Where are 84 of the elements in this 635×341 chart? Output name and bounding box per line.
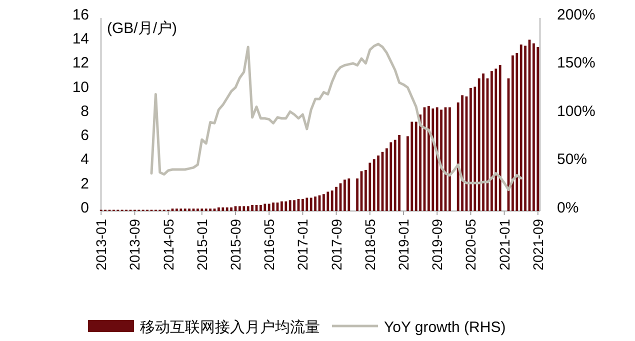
bar <box>222 207 224 211</box>
bar <box>293 200 296 211</box>
bar <box>432 108 434 211</box>
y-axis-title: (GB/月/户) <box>107 20 177 37</box>
line-series <box>150 42 522 192</box>
bar <box>280 201 283 211</box>
bar <box>461 95 464 211</box>
legend-label: YoY growth (RHS) <box>384 319 506 336</box>
y-tick-label: 16 <box>72 6 89 24</box>
x-tick-label: 2020-05 <box>462 218 479 270</box>
x-tick-label: 2019-09 <box>429 218 446 270</box>
bar <box>264 204 266 211</box>
y-tick-label: 8 <box>80 102 89 120</box>
bar <box>218 207 220 211</box>
bar <box>226 207 228 211</box>
y-tick-label: 12 <box>72 54 89 72</box>
bar <box>288 200 292 211</box>
bar <box>242 206 246 211</box>
bar <box>428 106 430 211</box>
x-tick-label: 2021-09 <box>530 218 546 270</box>
x-tick-label: 2017-09 <box>328 218 344 270</box>
bar <box>410 122 414 211</box>
y2-tick-label: 200% <box>557 6 596 24</box>
bar <box>419 114 422 211</box>
bar <box>440 110 442 211</box>
bar <box>326 192 330 211</box>
x-tick-label: 2017-01 <box>294 218 311 270</box>
bar <box>436 107 438 211</box>
bar <box>246 206 250 211</box>
bar <box>251 204 254 211</box>
x-tick-label: 2021-01 <box>496 218 512 270</box>
bar <box>516 52 518 211</box>
bar <box>322 194 325 211</box>
x-tick-label: 2018-05 <box>362 218 378 270</box>
bar <box>260 204 262 211</box>
bar <box>494 68 498 211</box>
x-tick-label: 2016-05 <box>261 218 278 270</box>
y2-tick-label: 0% <box>557 199 579 216</box>
y2-tick-label: 100% <box>557 102 596 120</box>
x-tick-label: 2015-01 <box>194 218 210 270</box>
bar <box>498 65 502 211</box>
legend-label: 移动互联网接入月户均流量 <box>140 319 320 336</box>
bar <box>335 186 338 211</box>
bar <box>356 178 358 211</box>
bar <box>268 204 270 211</box>
bar <box>230 207 232 211</box>
bar <box>368 162 372 211</box>
y2-tick-label: 150% <box>557 54 596 72</box>
bar <box>474 86 476 211</box>
bar <box>532 43 535 211</box>
bar <box>390 142 392 211</box>
x-tick-label: 2013-09 <box>126 218 143 270</box>
bar <box>470 88 472 211</box>
bar <box>512 55 514 211</box>
y-tick-label: 0 <box>80 199 89 216</box>
bar <box>344 180 346 211</box>
y-tick-label: 14 <box>72 30 89 48</box>
x-tick-label: 2013-01 <box>93 218 110 270</box>
x-tick-label: 2015-09 <box>228 218 244 270</box>
x-tick-label: 2014-05 <box>160 218 176 270</box>
bar <box>524 46 526 211</box>
bar <box>377 156 380 211</box>
bar <box>490 71 493 211</box>
bar <box>448 107 451 211</box>
bar <box>372 159 376 211</box>
bar <box>314 196 316 211</box>
bar <box>238 206 241 211</box>
x-tick-label: 2019-01 <box>396 218 412 270</box>
y-tick-label: 4 <box>80 151 89 168</box>
bar <box>330 190 334 211</box>
y-tick-label: 2 <box>80 175 89 192</box>
bar <box>284 201 288 211</box>
bar <box>536 46 540 211</box>
y-tick-label: 6 <box>80 127 89 144</box>
y-tick-label: 10 <box>72 78 89 96</box>
bar <box>302 198 304 211</box>
bar <box>520 44 522 211</box>
bar <box>306 198 308 211</box>
bar <box>482 73 484 211</box>
bar <box>348 178 350 211</box>
bar <box>272 202 274 211</box>
y2-tick-label: 50% <box>557 151 588 168</box>
bar <box>398 135 400 211</box>
bar <box>310 198 312 211</box>
